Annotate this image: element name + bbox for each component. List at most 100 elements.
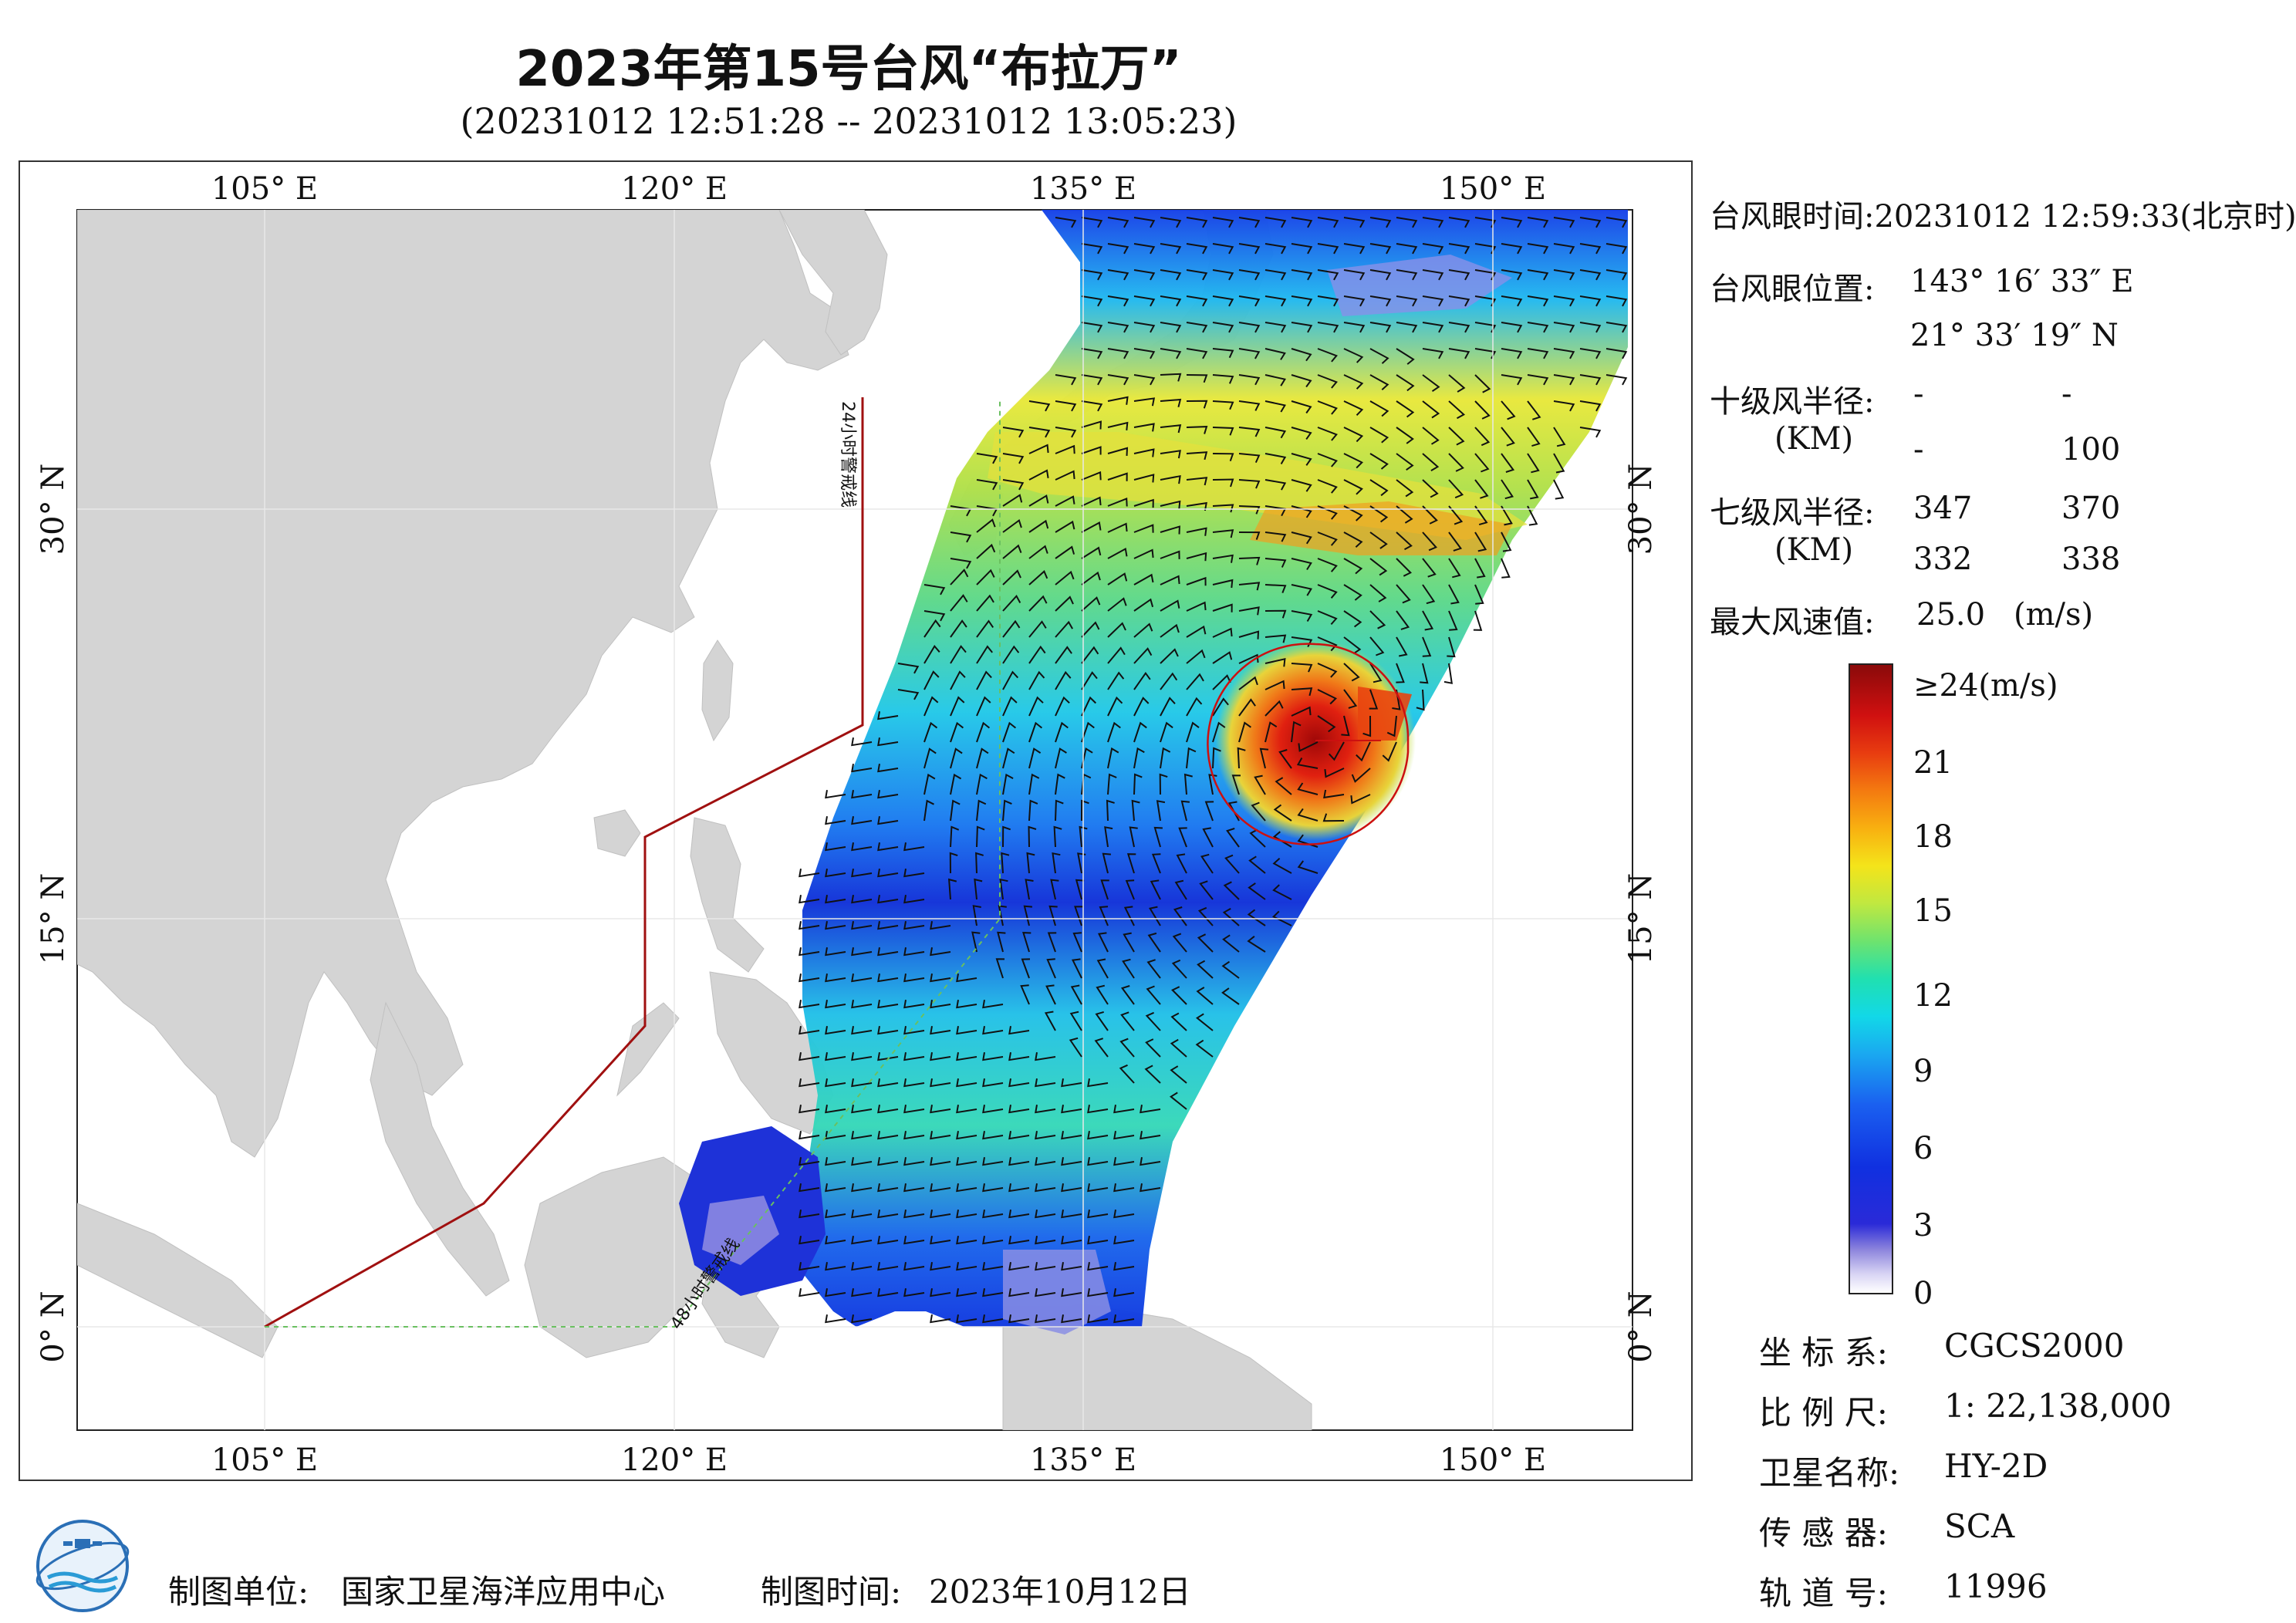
- lat-tick-left-30: 30° N: [35, 464, 71, 555]
- wind-barb: [1186, 576, 1207, 586]
- wind-barb: [1501, 295, 1523, 307]
- wind-barb: [1081, 773, 1092, 795]
- wind-barb: [877, 1183, 899, 1193]
- wind-barb: [1081, 621, 1100, 638]
- wind-barb: [1291, 217, 1313, 228]
- wind-barb: [1448, 322, 1470, 333]
- wind-barb: [1474, 400, 1491, 420]
- wind-barb: [950, 799, 961, 822]
- wind-barb: [1061, 1236, 1082, 1245]
- wind-barb: [799, 1236, 820, 1245]
- wind-barb: [1291, 663, 1313, 673]
- wind-barb: [1396, 243, 1418, 255]
- lon-tick-bottom-120: 120° E: [621, 1442, 728, 1478]
- wind-barb: [1160, 747, 1171, 769]
- wind-barb: [1170, 1038, 1187, 1058]
- wind-barb: [1341, 715, 1350, 737]
- r7-value-ne: 347: [1913, 491, 1973, 526]
- wind-barb: [1120, 1011, 1135, 1031]
- wind-barb: [1061, 1288, 1082, 1297]
- wind-barb: [1113, 1314, 1135, 1324]
- wind-barb: [1133, 448, 1155, 457]
- wind-barb: [1107, 348, 1129, 359]
- wind-barb: [851, 1052, 873, 1061]
- wind-barb: [1272, 884, 1292, 900]
- wind-barb: [1002, 427, 1025, 438]
- wind-barb: [799, 921, 820, 930]
- wind-barb: [825, 1026, 846, 1035]
- wind-barbs: [799, 217, 1628, 1324]
- wind-barb: [851, 1000, 873, 1009]
- wind-barb: [1107, 498, 1128, 507]
- wind-barb: [1079, 825, 1088, 848]
- land-taiwan: [701, 639, 734, 742]
- eye-time-label: 台风眼时间:: [1710, 199, 1875, 235]
- wind-barb: [930, 1000, 951, 1009]
- wind-barb: [903, 1078, 925, 1088]
- wind-barb: [1606, 243, 1628, 255]
- wind-barb: [1501, 348, 1523, 359]
- wind-barb: [825, 1210, 846, 1219]
- wind-barb: [877, 1157, 899, 1166]
- wind-barb: [1186, 501, 1207, 511]
- wind-barb: [1324, 768, 1345, 778]
- wind-barb: [1369, 531, 1388, 549]
- wind-barb: [976, 773, 988, 795]
- wind-barb: [1107, 396, 1129, 405]
- wind-barb: [1343, 400, 1364, 416]
- wind-barb: [1296, 758, 1319, 769]
- wind-barb: [1264, 634, 1287, 643]
- wind-barb: [1055, 400, 1077, 412]
- wind-barb: [1448, 479, 1464, 499]
- wind-barb: [923, 619, 941, 638]
- wind-barb: [1212, 721, 1226, 743]
- lat-tick-right-0: 0° N: [1623, 1291, 1659, 1362]
- wind-barb: [956, 1210, 977, 1219]
- wind-barb: [1264, 374, 1286, 386]
- wind-barb: [1396, 558, 1412, 577]
- wind-barb: [1081, 596, 1101, 612]
- wind-barb: [976, 479, 998, 491]
- wind-barb: [851, 1288, 873, 1297]
- scale-value: 1: 22,138,000: [1944, 1387, 2172, 1425]
- producer-label: 制图单位:: [168, 1573, 309, 1611]
- wind-barb: [950, 721, 964, 743]
- wind-speed-colorbar: [1849, 663, 1893, 1294]
- wind-barb: [1002, 494, 1023, 507]
- wind-barb: [1238, 427, 1261, 437]
- wind-barb: [1369, 610, 1386, 629]
- wind-barb: [1133, 243, 1156, 255]
- wind-barb: [982, 1288, 1004, 1297]
- wind-barb: [976, 453, 998, 464]
- wind-barb: [949, 852, 958, 874]
- wind-barb: [1146, 959, 1161, 979]
- eye-lat: 21° 33′ 19″ N: [1910, 318, 2119, 353]
- wind-barb: [1212, 674, 1231, 690]
- wind-barb: [1169, 1092, 1187, 1110]
- warning-line-24h: [264, 397, 864, 1328]
- wind-barb: [1369, 243, 1392, 255]
- wind-barb: [1553, 322, 1575, 333]
- wind-barb: [1291, 558, 1312, 571]
- wind-barb: [1369, 427, 1389, 444]
- wind-barb: [1527, 505, 1538, 526]
- wind-barb: [1422, 479, 1439, 498]
- wind-barb: [1238, 400, 1261, 411]
- wind-barb: [1186, 426, 1208, 434]
- wind-barb: [1212, 295, 1234, 307]
- wind-barb: [1146, 985, 1161, 1005]
- wind-barb: [1150, 879, 1161, 900]
- wind-barb: [1264, 453, 1287, 464]
- wind-barb: [1028, 799, 1038, 822]
- wind-barb: [825, 973, 846, 983]
- wind-barb: [1106, 799, 1115, 822]
- wind-barb: [877, 1210, 899, 1219]
- wind-barb: [1343, 217, 1366, 228]
- wind-barb: [1422, 400, 1440, 419]
- wind-barb: [1113, 1262, 1135, 1271]
- wind-barb: [903, 1157, 925, 1166]
- wind-barb: [1081, 721, 1095, 743]
- wind-barb: [1008, 1288, 1030, 1297]
- wind-barb: [1527, 453, 1540, 474]
- wind-barb: [825, 921, 846, 930]
